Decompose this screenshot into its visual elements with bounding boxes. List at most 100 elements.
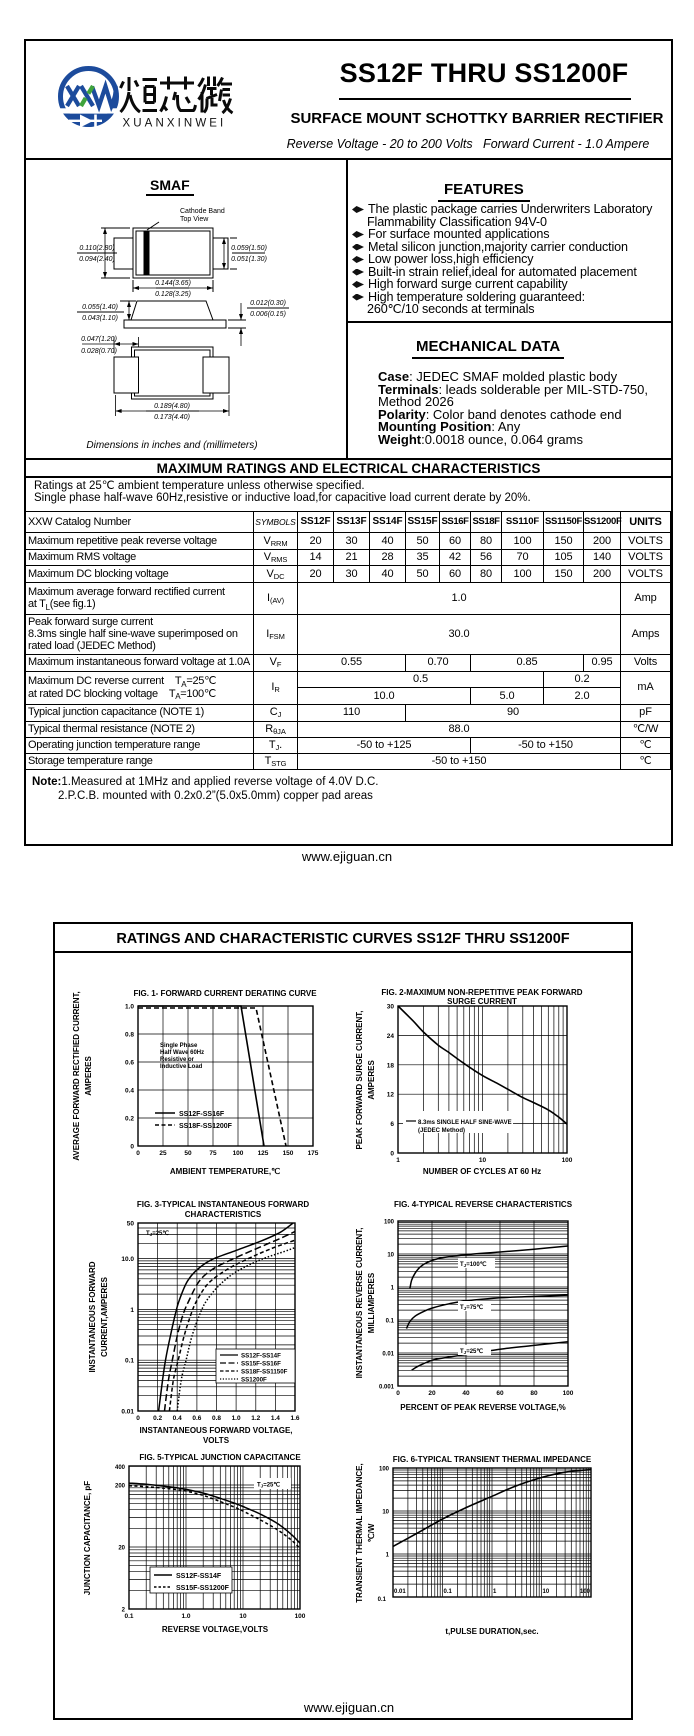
- svg-text:50: 50: [127, 1221, 135, 1228]
- svg-text:0.01: 0.01: [382, 1352, 394, 1358]
- svg-text:10: 10: [479, 1157, 487, 1164]
- svg-text:FIG. 1- FORWARD CURRENT DERATI: FIG. 1- FORWARD CURRENT DERATING CURVE: [133, 989, 317, 998]
- svg-text:AVERAGE FORWARD RECTIFIED CURR: AVERAGE FORWARD RECTIFIED CURRENT,: [72, 991, 81, 1161]
- svg-text:100: 100: [379, 1467, 390, 1473]
- svg-text:0.4: 0.4: [173, 1415, 182, 1422]
- svg-text:100: 100: [295, 1613, 306, 1620]
- svg-text:0.1: 0.1: [124, 1613, 133, 1620]
- svg-text:1.4: 1.4: [271, 1415, 280, 1422]
- svg-text:CHARACTERISTICS: CHARACTERISTICS: [185, 1210, 262, 1219]
- svg-text:25: 25: [159, 1150, 167, 1157]
- svg-text:FIG. 4-TYPICAL REVERSE CHARACT: FIG. 4-TYPICAL REVERSE CHARACTERISTICS: [394, 1200, 573, 1209]
- svg-text:0.2: 0.2: [153, 1415, 162, 1422]
- svg-text:10.0: 10.0: [121, 1256, 134, 1263]
- svg-text:0.110(2.80): 0.110(2.80): [79, 245, 114, 252]
- svg-text:100: 100: [384, 1220, 395, 1226]
- svg-text:24: 24: [387, 1033, 395, 1040]
- svg-text:CURRENT,AMPERES: CURRENT,AMPERES: [100, 1276, 109, 1357]
- svg-text:0.1: 0.1: [386, 1319, 395, 1325]
- svg-text:20: 20: [428, 1390, 436, 1397]
- svg-text:0: 0: [390, 1151, 394, 1158]
- svg-text:1: 1: [493, 1589, 497, 1595]
- svg-text:INSTANTANEOUS FORWARD VOLTAGE,: INSTANTANEOUS FORWARD VOLTAGE,: [139, 1426, 292, 1435]
- svg-text:MILLIAMPERES: MILLIAMPERES: [367, 1272, 376, 1333]
- svg-text:125: 125: [258, 1150, 269, 1157]
- svg-text:0.1: 0.1: [444, 1589, 453, 1595]
- svg-text:TJ=25℃: TJ=25℃: [257, 1482, 280, 1489]
- svg-text:75: 75: [209, 1150, 217, 1157]
- svg-text:100: 100: [562, 1157, 573, 1164]
- svg-text:10: 10: [387, 1253, 394, 1259]
- svg-text:FIG. 3-TYPICAL INSTANTANEOUS F: FIG. 3-TYPICAL INSTANTANEOUS FORWARD: [137, 1200, 310, 1209]
- svg-text:Top View: Top View: [180, 216, 209, 223]
- svg-text:150: 150: [283, 1150, 294, 1157]
- svg-text:400: 400: [115, 1465, 126, 1471]
- svg-text:Single Phase: Single Phase: [160, 1043, 198, 1049]
- svg-text:0.189(4.80): 0.189(4.80): [154, 403, 190, 410]
- svg-text:60: 60: [496, 1390, 504, 1397]
- svg-text:0.012(0.30): 0.012(0.30): [250, 300, 286, 307]
- svg-text:0.6: 0.6: [125, 1060, 134, 1067]
- svg-text:80: 80: [530, 1390, 538, 1397]
- svg-text:SS1200F: SS1200F: [241, 1377, 267, 1384]
- svg-text:0.6: 0.6: [192, 1415, 201, 1422]
- svg-text:Half Wave 60Hz: Half Wave 60Hz: [160, 1050, 204, 1056]
- svg-text:0.047(1.20): 0.047(1.20): [81, 336, 117, 343]
- svg-text:SS12F-SS14F: SS12F-SS14F: [176, 1573, 222, 1580]
- svg-text:18: 18: [387, 1062, 395, 1069]
- svg-text:TJ=25℃: TJ=25℃: [460, 1348, 483, 1355]
- svg-text:0.1: 0.1: [125, 1358, 134, 1365]
- svg-text:20: 20: [118, 1546, 125, 1552]
- svg-text:200: 200: [115, 1484, 126, 1490]
- svg-text:0.01: 0.01: [121, 1409, 134, 1416]
- svg-text:TJ=75℃: TJ=75℃: [460, 1304, 483, 1311]
- svg-text:Inductive Load: Inductive Load: [160, 1064, 203, 1070]
- svg-text:100: 100: [563, 1390, 574, 1397]
- svg-text:0.043(1.10): 0.043(1.10): [82, 315, 118, 322]
- svg-text:50: 50: [184, 1150, 192, 1157]
- svg-text:0.128(3.25): 0.128(3.25): [155, 291, 191, 298]
- svg-text:VOLTS: VOLTS: [203, 1436, 230, 1445]
- svg-text:TRANSIENT THERMAL IMPEDANCE,: TRANSIENT THERMAL IMPEDANCE,: [355, 1463, 364, 1602]
- svg-text:1: 1: [386, 1553, 390, 1559]
- svg-text:℃/W: ℃/W: [367, 1523, 376, 1542]
- svg-text:SS15F-SS1200F: SS15F-SS1200F: [176, 1585, 230, 1592]
- svg-text:0: 0: [136, 1150, 140, 1157]
- svg-text:t,PULSE DURATION,sec.: t,PULSE DURATION,sec.: [445, 1627, 538, 1636]
- svg-text:AMBIENT TEMPERATURE,℃: AMBIENT TEMPERATURE,℃: [170, 1167, 280, 1176]
- svg-text:(JEDEC Method): (JEDEC Method): [418, 1128, 465, 1134]
- svg-text:0.144(3.65): 0.144(3.65): [155, 280, 191, 287]
- svg-text:SS12F-SS16F: SS12F-SS16F: [179, 1111, 225, 1118]
- svg-text:30: 30: [387, 1004, 395, 1011]
- svg-text:0.001: 0.001: [379, 1385, 395, 1391]
- svg-text:INSTANTANEOUS FORWARD: INSTANTANEOUS FORWARD: [88, 1261, 97, 1372]
- svg-text:SURGE CURRENT: SURGE CURRENT: [447, 997, 517, 1006]
- svg-text:1.0: 1.0: [181, 1613, 190, 1620]
- svg-text:10: 10: [239, 1613, 247, 1620]
- svg-text:PERCENT OF PEAK REVERSE VOLTAG: PERCENT OF PEAK REVERSE VOLTAGE,%: [400, 1403, 566, 1412]
- svg-text:0: 0: [130, 1144, 134, 1151]
- svg-text:AMPERES: AMPERES: [84, 1056, 93, 1096]
- svg-text:10: 10: [543, 1589, 550, 1595]
- svg-text:0.8: 0.8: [212, 1415, 221, 1422]
- svg-text:NUMBER OF CYCLES AT 60 Hz: NUMBER OF CYCLES AT 60 Hz: [423, 1167, 541, 1176]
- svg-text:Cathode Band: Cathode Band: [180, 208, 225, 215]
- svg-text:AMPERES: AMPERES: [367, 1060, 376, 1100]
- svg-text:0.059(1.50): 0.059(1.50): [231, 245, 267, 252]
- svg-text:0.8: 0.8: [125, 1032, 134, 1039]
- svg-text:SS15F-SS16F: SS15F-SS16F: [241, 1361, 281, 1368]
- svg-text:2: 2: [122, 1608, 126, 1614]
- svg-text:Resistive or: Resistive or: [160, 1057, 195, 1063]
- svg-text:TJ=25℃: TJ=25℃: [146, 1230, 169, 1237]
- svg-text:TJ=100℃: TJ=100℃: [460, 1261, 487, 1268]
- svg-text:0.028(0.70): 0.028(0.70): [81, 348, 117, 355]
- svg-text:0.051(1.30): 0.051(1.30): [231, 256, 267, 263]
- svg-text:FIG. 2-MAXIMUM NON-REPETITIVE: FIG. 2-MAXIMUM NON-REPETITIVE PEAK FORWA…: [381, 988, 582, 997]
- svg-text:1.0: 1.0: [125, 1004, 134, 1011]
- svg-text:1: 1: [396, 1157, 400, 1164]
- svg-text:Dimensions in inches and (mill: Dimensions in inches and (millimeters): [86, 440, 257, 451]
- svg-text:FIG. 6-TYPICAL TRANSIENT THERM: FIG. 6-TYPICAL TRANSIENT THERMAL IMPEDAN…: [393, 1455, 592, 1464]
- svg-text:0.055(1.40): 0.055(1.40): [82, 304, 118, 311]
- svg-text:1.2: 1.2: [251, 1415, 260, 1422]
- svg-text:0.01: 0.01: [394, 1589, 406, 1595]
